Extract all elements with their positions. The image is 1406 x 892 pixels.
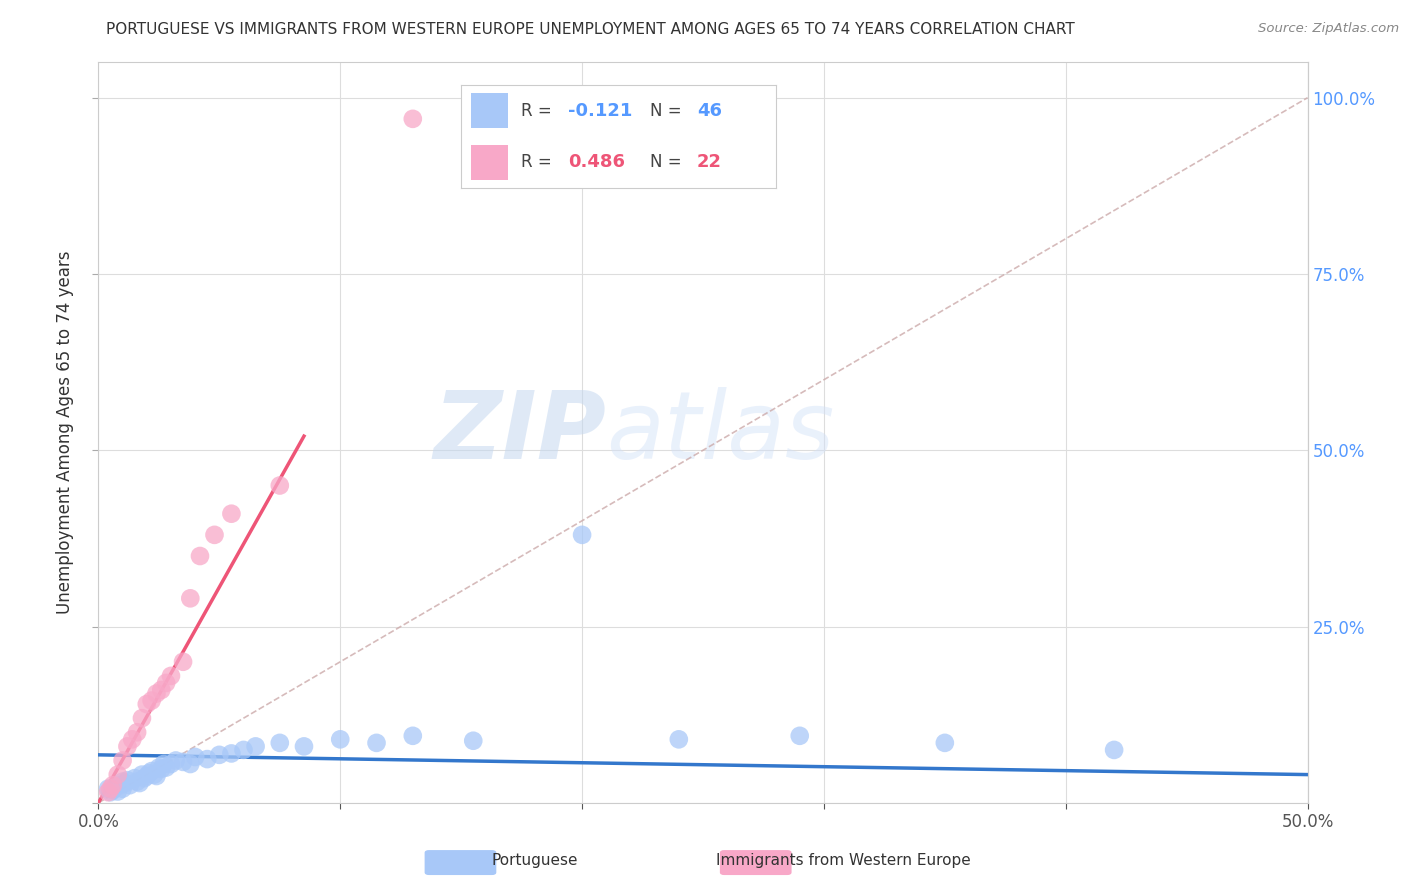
- Text: PORTUGUESE VS IMMIGRANTS FROM WESTERN EUROPE UNEMPLOYMENT AMONG AGES 65 TO 74 YE: PORTUGUESE VS IMMIGRANTS FROM WESTERN EU…: [105, 22, 1076, 37]
- Point: [111, 754, 134, 768]
- Point: [208, 747, 231, 762]
- Point: [179, 591, 201, 606]
- Point: [188, 549, 211, 563]
- Point: [221, 747, 243, 761]
- Point: [145, 769, 167, 783]
- Point: [179, 757, 201, 772]
- Text: atlas: atlas: [606, 387, 835, 478]
- Point: [184, 750, 207, 764]
- Point: [138, 766, 160, 780]
- Point: [117, 739, 139, 754]
- Point: [195, 752, 218, 766]
- Point: [172, 655, 194, 669]
- Point: [155, 676, 177, 690]
- Point: [131, 711, 153, 725]
- Point: [111, 774, 134, 789]
- Point: [668, 732, 690, 747]
- Point: [204, 528, 226, 542]
- Text: ZIP: ZIP: [433, 386, 606, 479]
- Point: [329, 732, 352, 747]
- Point: [155, 760, 177, 774]
- Point: [131, 767, 153, 781]
- Point: [127, 725, 149, 739]
- Point: [134, 771, 156, 785]
- Point: [150, 683, 173, 698]
- Point: [165, 754, 187, 768]
- Point: [117, 773, 139, 788]
- Point: [101, 783, 124, 797]
- Point: [128, 776, 150, 790]
- Point: [135, 697, 157, 711]
- Point: [127, 774, 149, 789]
- Point: [402, 112, 425, 126]
- Text: Immigrants from Western Europe: Immigrants from Western Europe: [716, 854, 972, 868]
- Point: [292, 739, 315, 754]
- Point: [232, 743, 254, 757]
- Point: [152, 757, 174, 772]
- Y-axis label: Unemployment Among Ages 65 to 74 years: Unemployment Among Ages 65 to 74 years: [56, 251, 75, 615]
- Point: [141, 764, 163, 778]
- Point: [114, 776, 136, 790]
- Point: [104, 780, 127, 795]
- Point: [97, 781, 120, 796]
- Point: [108, 778, 131, 792]
- Point: [141, 693, 163, 707]
- Point: [1102, 743, 1125, 757]
- Point: [150, 762, 173, 776]
- Point: [111, 781, 134, 796]
- Point: [118, 778, 141, 792]
- Point: [121, 732, 143, 747]
- Text: Source: ZipAtlas.com: Source: ZipAtlas.com: [1258, 22, 1399, 36]
- Point: [245, 739, 267, 754]
- Point: [269, 478, 291, 492]
- Point: [101, 778, 124, 792]
- Point: [107, 767, 129, 781]
- Point: [934, 736, 956, 750]
- Point: [571, 528, 593, 542]
- Point: [160, 757, 183, 772]
- Point: [160, 669, 183, 683]
- Point: [172, 755, 194, 769]
- Point: [100, 781, 122, 796]
- Point: [143, 767, 166, 781]
- Point: [789, 729, 811, 743]
- Point: [269, 736, 291, 750]
- Point: [402, 729, 425, 743]
- Text: Portuguese: Portuguese: [491, 854, 578, 868]
- Point: [100, 785, 122, 799]
- Point: [221, 507, 243, 521]
- Point: [107, 784, 129, 798]
- Point: [145, 686, 167, 700]
- Point: [135, 769, 157, 783]
- Point: [366, 736, 388, 750]
- Point: [148, 760, 170, 774]
- Point: [124, 771, 146, 785]
- Point: [97, 785, 120, 799]
- Point: [463, 733, 485, 747]
